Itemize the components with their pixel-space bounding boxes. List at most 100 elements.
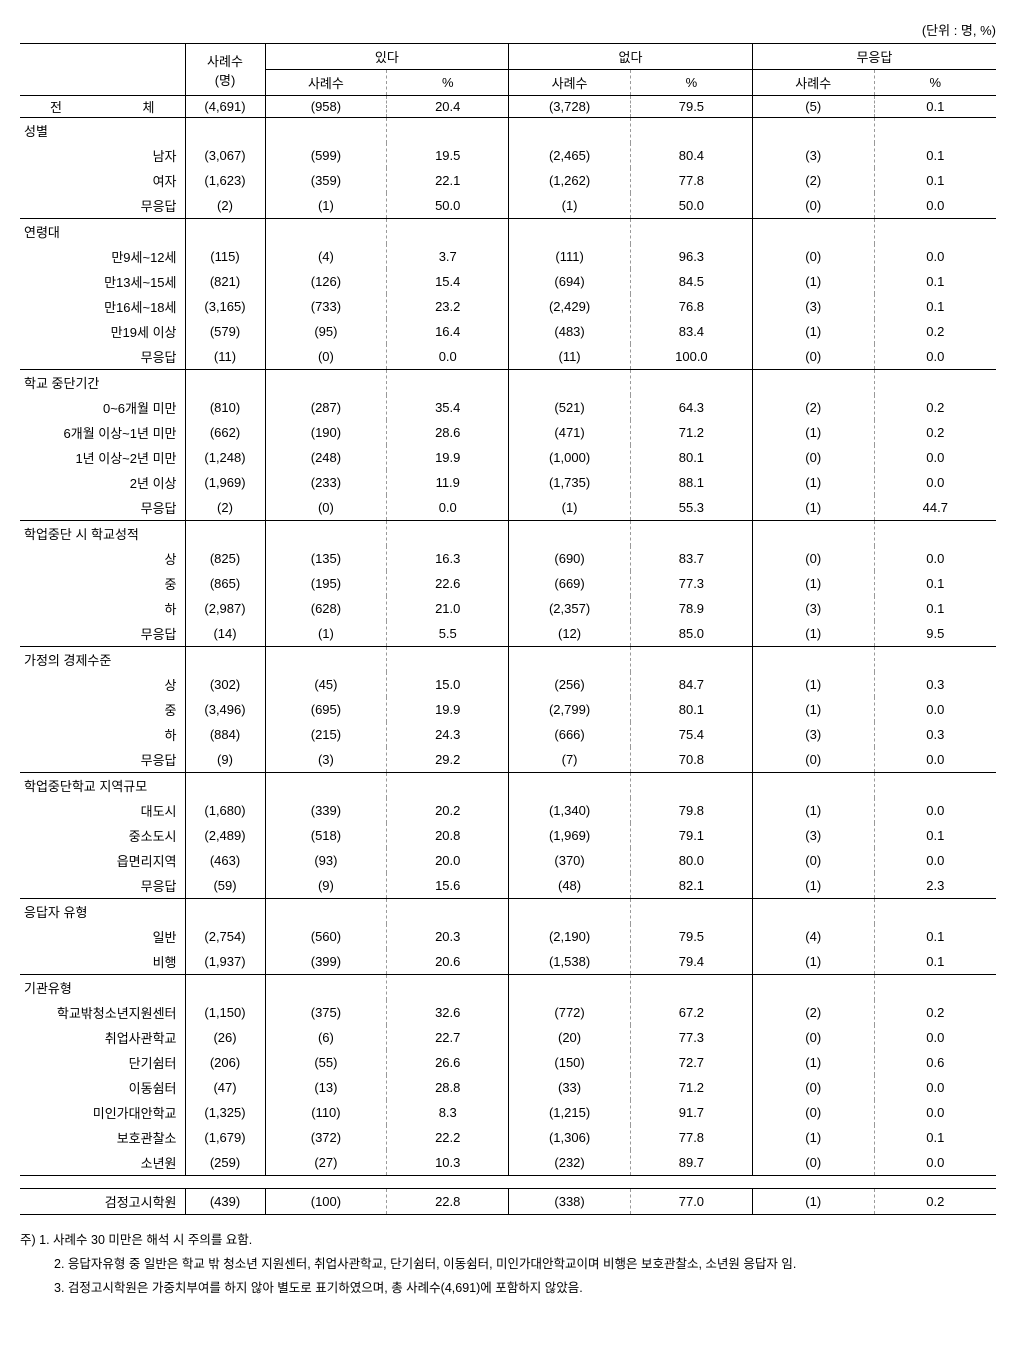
cell: 0.1	[874, 168, 996, 193]
case-count: (115)	[185, 244, 265, 269]
section-header-row: 성별	[20, 118, 996, 144]
cell: (772)	[509, 1000, 631, 1025]
table-row: 1년 이상~2년 미만(1,248)(248)19.9(1,000)80.1(0…	[20, 445, 996, 470]
cell: 15.6	[387, 873, 509, 899]
row-label: 학교밖청소년지원센터	[20, 1000, 185, 1025]
cell: (1)	[752, 697, 874, 722]
cell: (45)	[265, 672, 387, 697]
cell: (483)	[509, 319, 631, 344]
cell: (0)	[752, 244, 874, 269]
cell	[752, 370, 874, 396]
cell	[874, 975, 996, 1001]
cell: 79.5	[630, 96, 752, 118]
row-label: 무응답	[20, 193, 185, 219]
table-row: 학교밖청소년지원센터(1,150)(375)32.6(772)67.2(2)0.…	[20, 1000, 996, 1025]
cell: 0.0	[874, 470, 996, 495]
table-row: 단기쉼터(206)(55)26.6(150)72.7(1)0.6	[20, 1050, 996, 1075]
cell: (0)	[752, 344, 874, 370]
table-row: 만16세~18세(3,165)(733)23.2(2,429)76.8(3)0.…	[20, 294, 996, 319]
case-count: (3,496)	[185, 697, 265, 722]
cell: 15.4	[387, 269, 509, 294]
cell: 0.1	[874, 294, 996, 319]
cell: (1,000)	[509, 445, 631, 470]
case-count: (26)	[185, 1025, 265, 1050]
cell: (1,262)	[509, 168, 631, 193]
row-label: 이동쉼터	[20, 1075, 185, 1100]
row-label: 미인가대안학교	[20, 1100, 185, 1125]
row-label: 1년 이상~2년 미만	[20, 445, 185, 470]
case-count: (206)	[185, 1050, 265, 1075]
cell: (690)	[509, 546, 631, 571]
cell: (1)	[752, 621, 874, 647]
row-label: 중	[20, 697, 185, 722]
footnote-prefix: 주)	[20, 1233, 36, 1247]
cell: 35.4	[387, 395, 509, 420]
cell: 0.1	[874, 949, 996, 975]
cell: (2,465)	[509, 143, 631, 168]
cell: 77.8	[630, 168, 752, 193]
cell: 5.5	[387, 621, 509, 647]
cell: 72.7	[630, 1050, 752, 1075]
row-label: 일반	[20, 924, 185, 949]
table-row: 무응답(14)(1)5.5(12)85.0(1)9.5	[20, 621, 996, 647]
table-row: 0~6개월 미만(810)(287)35.4(521)64.3(2)0.2	[20, 395, 996, 420]
cell: (110)	[265, 1100, 387, 1125]
cell: 16.4	[387, 319, 509, 344]
cell: 0.0	[874, 193, 996, 219]
cell: 80.1	[630, 445, 752, 470]
section-header-row: 학업중단 시 학교성적	[20, 521, 996, 547]
cell: (1)	[752, 269, 874, 294]
cell: 82.1	[630, 873, 752, 899]
table-row: 무응답(11)(0)0.0(11)100.0(0)0.0	[20, 344, 996, 370]
cell: (1)	[752, 1050, 874, 1075]
case-count: (463)	[185, 848, 265, 873]
case-count: (1,623)	[185, 168, 265, 193]
table-row: 만19세 이상(579)(95)16.4(483)83.4(1)0.2	[20, 319, 996, 344]
row-label: 취업사관학교	[20, 1025, 185, 1050]
case-count: (14)	[185, 621, 265, 647]
cell: 0.0	[387, 344, 509, 370]
cell	[752, 118, 874, 144]
row-label: 무응답	[20, 621, 185, 647]
row-label: 남자	[20, 143, 185, 168]
cell: 50.0	[387, 193, 509, 219]
row-label: 만19세 이상	[20, 319, 185, 344]
cell: (233)	[265, 470, 387, 495]
cell	[265, 219, 387, 245]
cell: (3)	[752, 722, 874, 747]
cell: 70.8	[630, 747, 752, 773]
cell: 44.7	[874, 495, 996, 521]
row-label: 만13세~15세	[20, 269, 185, 294]
cell	[752, 521, 874, 547]
row-label: 무응답	[20, 344, 185, 370]
cell	[387, 521, 509, 547]
header-sub: 사례수	[509, 70, 631, 96]
cell: (2,190)	[509, 924, 631, 949]
cell: 23.2	[387, 294, 509, 319]
cell	[387, 219, 509, 245]
cell: (0)	[752, 546, 874, 571]
cell: (287)	[265, 395, 387, 420]
cell: (2,799)	[509, 697, 631, 722]
row-label: 대도시	[20, 798, 185, 823]
cell: (3)	[752, 294, 874, 319]
cell: (694)	[509, 269, 631, 294]
cell: 83.4	[630, 319, 752, 344]
table-row: 무응답(59)(9)15.6(48)82.1(1)2.3	[20, 873, 996, 899]
cell	[387, 899, 509, 925]
cell	[509, 521, 631, 547]
row-label: 만16세~18세	[20, 294, 185, 319]
section-title: 응답자 유형	[20, 899, 185, 925]
case-count: (2,489)	[185, 823, 265, 848]
cell: 9.5	[874, 621, 996, 647]
cell: (3,728)	[509, 96, 631, 118]
cell: 0.2	[874, 319, 996, 344]
cell: (12)	[509, 621, 631, 647]
table-row: 상(302)(45)15.0(256)84.7(1)0.3	[20, 672, 996, 697]
footnotes: 주) 1. 사례수 30 미만은 해석 시 주의를 요함. 2. 응답자유형 중…	[20, 1229, 996, 1300]
case-count: (47)	[185, 1075, 265, 1100]
table-row: 무응답(2)(0)0.0(1)55.3(1)44.7	[20, 495, 996, 521]
row-label: 중소도시	[20, 823, 185, 848]
cell: 0.3	[874, 672, 996, 697]
footnote-item: 2. 응답자유형 중 일반은 학교 밖 청소년 지원센터, 취업사관학교, 단기…	[20, 1253, 996, 1277]
